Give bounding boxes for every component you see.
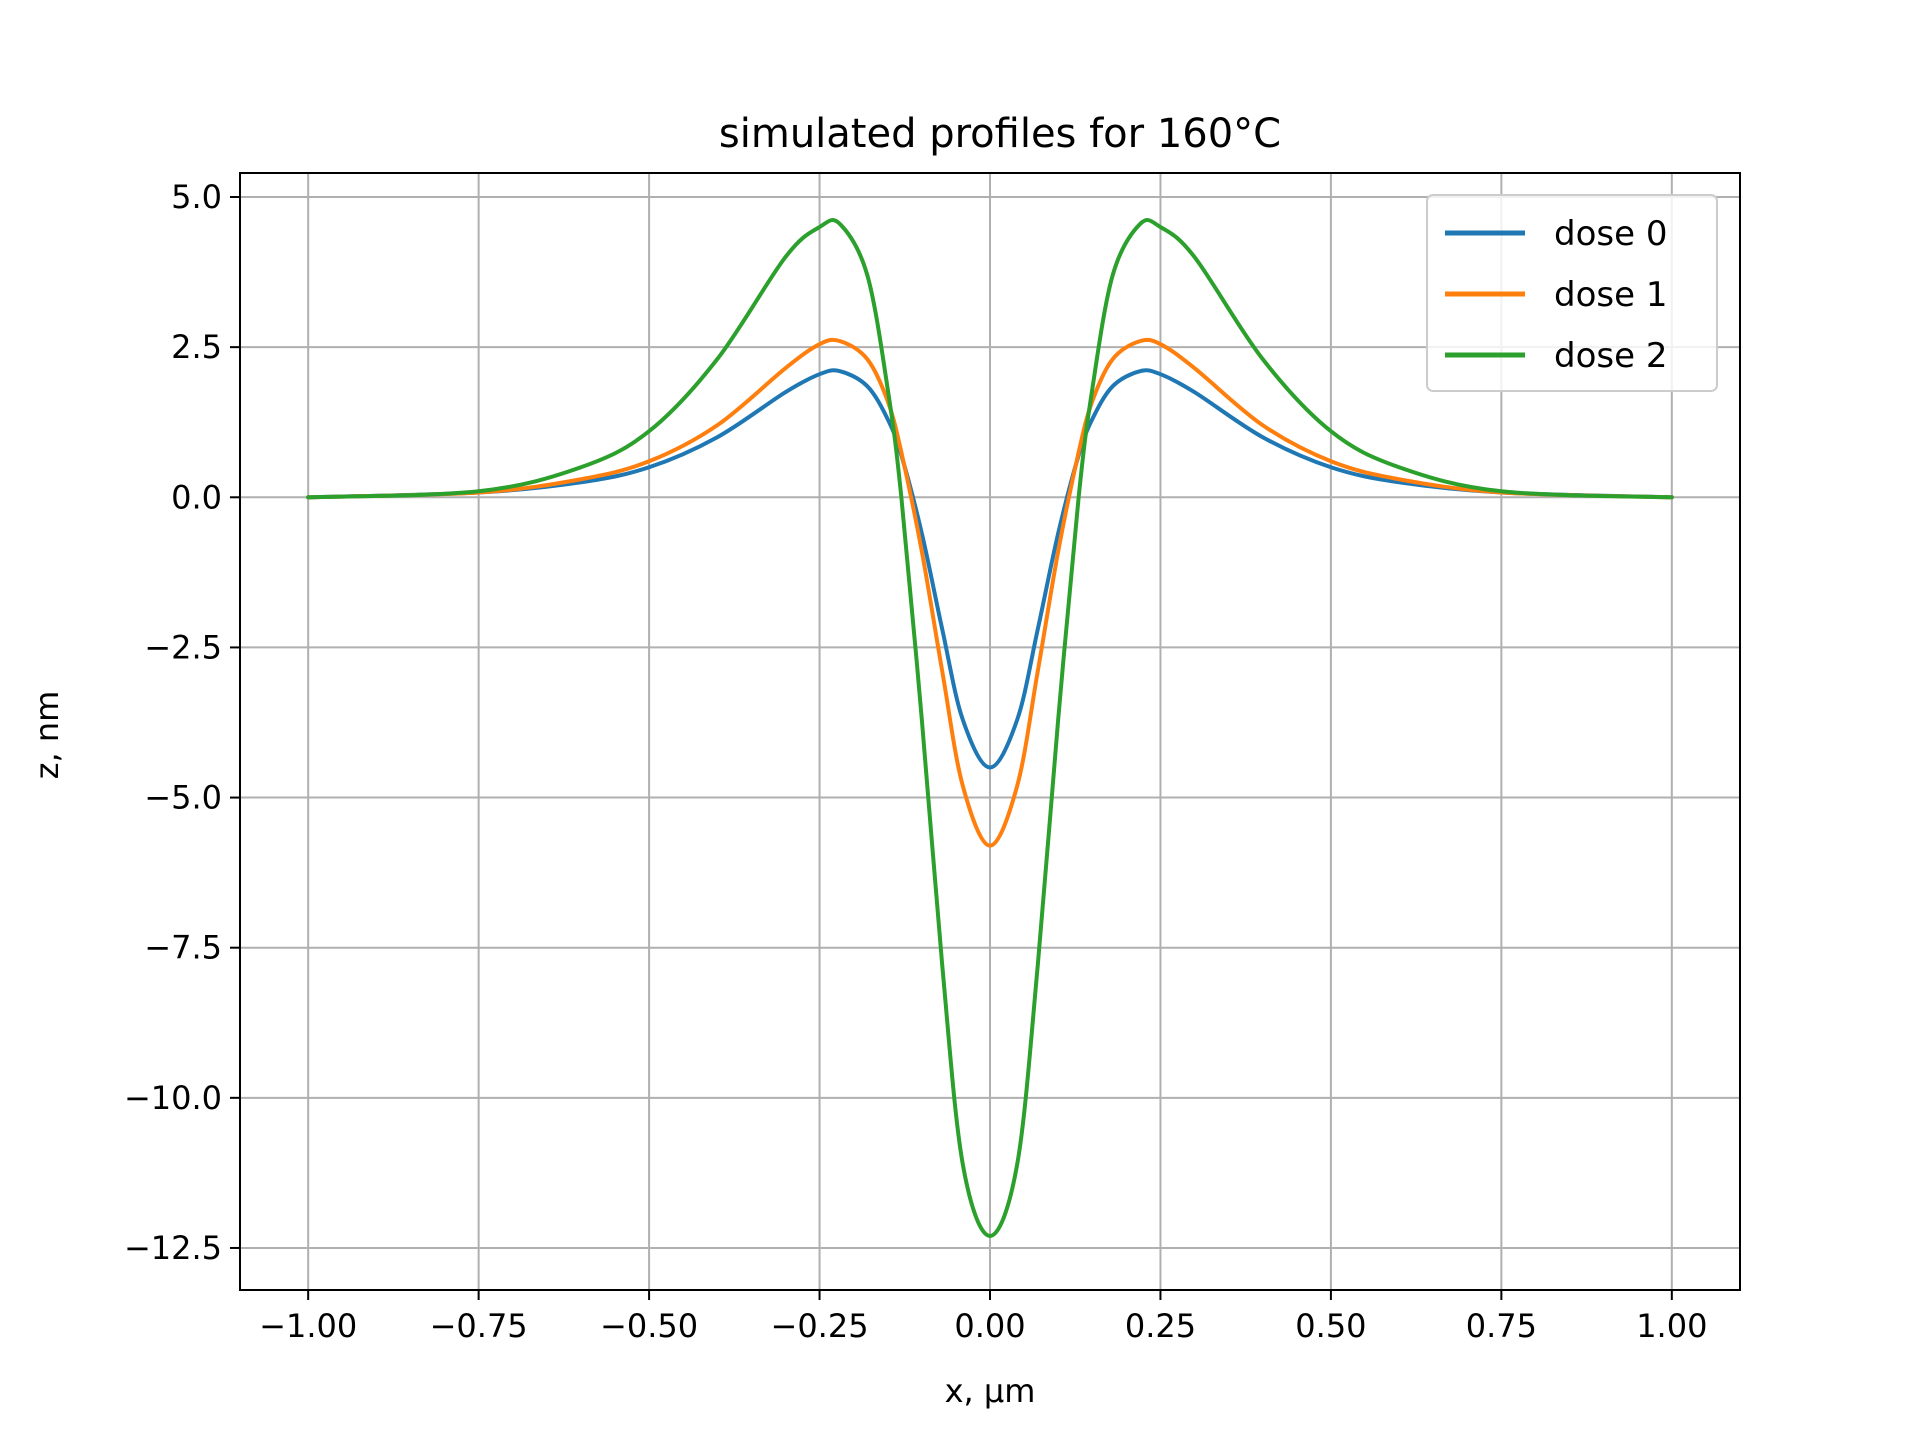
legend-label-dose-2: dose 2 (1554, 336, 1667, 376)
y-tick-label: −2.5 (144, 628, 222, 666)
legend: dose 0 dose 1 dose 2 (1426, 194, 1718, 392)
x-tick-label: 1.00 (1636, 1307, 1707, 1345)
legend-label-dose-1: dose 1 (1554, 275, 1667, 315)
axis-ticks: −1.00 −0.75 −0.50 −0.25 0.00 0.25 0.50 0.75 1.00… (124, 178, 1708, 1345)
x-tick-label: 0.50 (1295, 1307, 1366, 1345)
x-tick-label: 0.25 (1125, 1307, 1196, 1345)
x-tick-label: −0.75 (430, 1307, 528, 1345)
y-tick-label: 0.0 (171, 478, 222, 516)
series-lines (306, 218, 1674, 1238)
y-tick-label: 5.0 (171, 178, 222, 216)
x-axis-label: x, μm (945, 1372, 1036, 1410)
y-tick-label: −7.5 (144, 929, 222, 967)
legend-box (1426, 194, 1718, 392)
y-tick-label: −5.0 (144, 779, 222, 817)
y-tick-label: −12.5 (124, 1229, 222, 1267)
x-tick-label: 0.75 (1466, 1307, 1537, 1345)
y-tick-label: −10.0 (124, 1079, 222, 1117)
legend-label-dose-0: dose 0 (1554, 214, 1667, 254)
x-tick-label: 0.00 (954, 1307, 1025, 1345)
series-line-dose-2 (306, 218, 1674, 1238)
x-tick-label: −1.00 (259, 1307, 357, 1345)
y-axis-label: z, nm (28, 691, 66, 780)
x-tick-label: −0.25 (771, 1307, 869, 1345)
y-tick-label: 2.5 (171, 328, 222, 366)
chart-title: simulated profiles for 160°C (719, 111, 1281, 157)
series-line-dose-1 (306, 337, 1674, 848)
series-line-dose-0 (306, 368, 1674, 770)
x-tick-label: −0.50 (600, 1307, 698, 1345)
